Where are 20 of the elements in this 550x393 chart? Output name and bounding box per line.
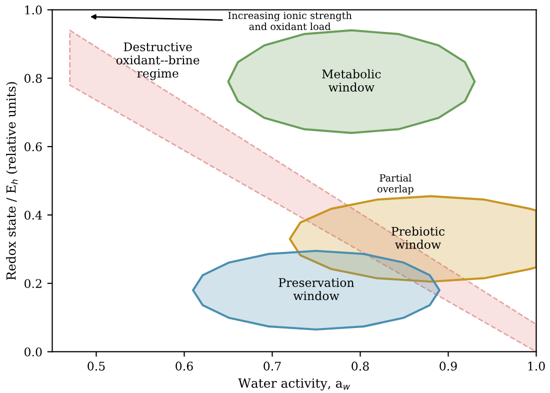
y-tick-label: 0.0 [24, 347, 42, 356]
series-label: Metabolic window [322, 69, 381, 92]
x-tick-label: 0.5 [88, 362, 105, 371]
x-tick-label: 0.9 [440, 362, 457, 371]
y-tick-label: 0.2 [24, 279, 42, 288]
x-tick-label: 0.8 [352, 362, 369, 371]
series-label: Prebiotic window [392, 226, 445, 249]
y-tick-label: 0.8 [24, 74, 42, 83]
y-tick-label: 1.0 [25, 6, 42, 14]
x-axis-title: Water activity, a$_{w}$ [238, 378, 350, 390]
x-tick-label: 0.7 [264, 362, 281, 371]
y-tick-label: 0.6 [24, 142, 42, 152]
y-tick-label: 0.4 [24, 210, 42, 220]
x-tick-label: 1.0 [528, 362, 545, 371]
x-tick-label: 0.6 [176, 362, 193, 371]
annotation: Destructive oxidant--brine regime [116, 42, 200, 80]
annotation: Increasing ionic strength and oxidant load [228, 12, 352, 30]
y-axis-title: Redox state / E$_{h}$ (relative units) [6, 82, 18, 280]
annotation: Partial overlap [377, 174, 414, 194]
series-label: Preservation window [278, 278, 354, 300]
